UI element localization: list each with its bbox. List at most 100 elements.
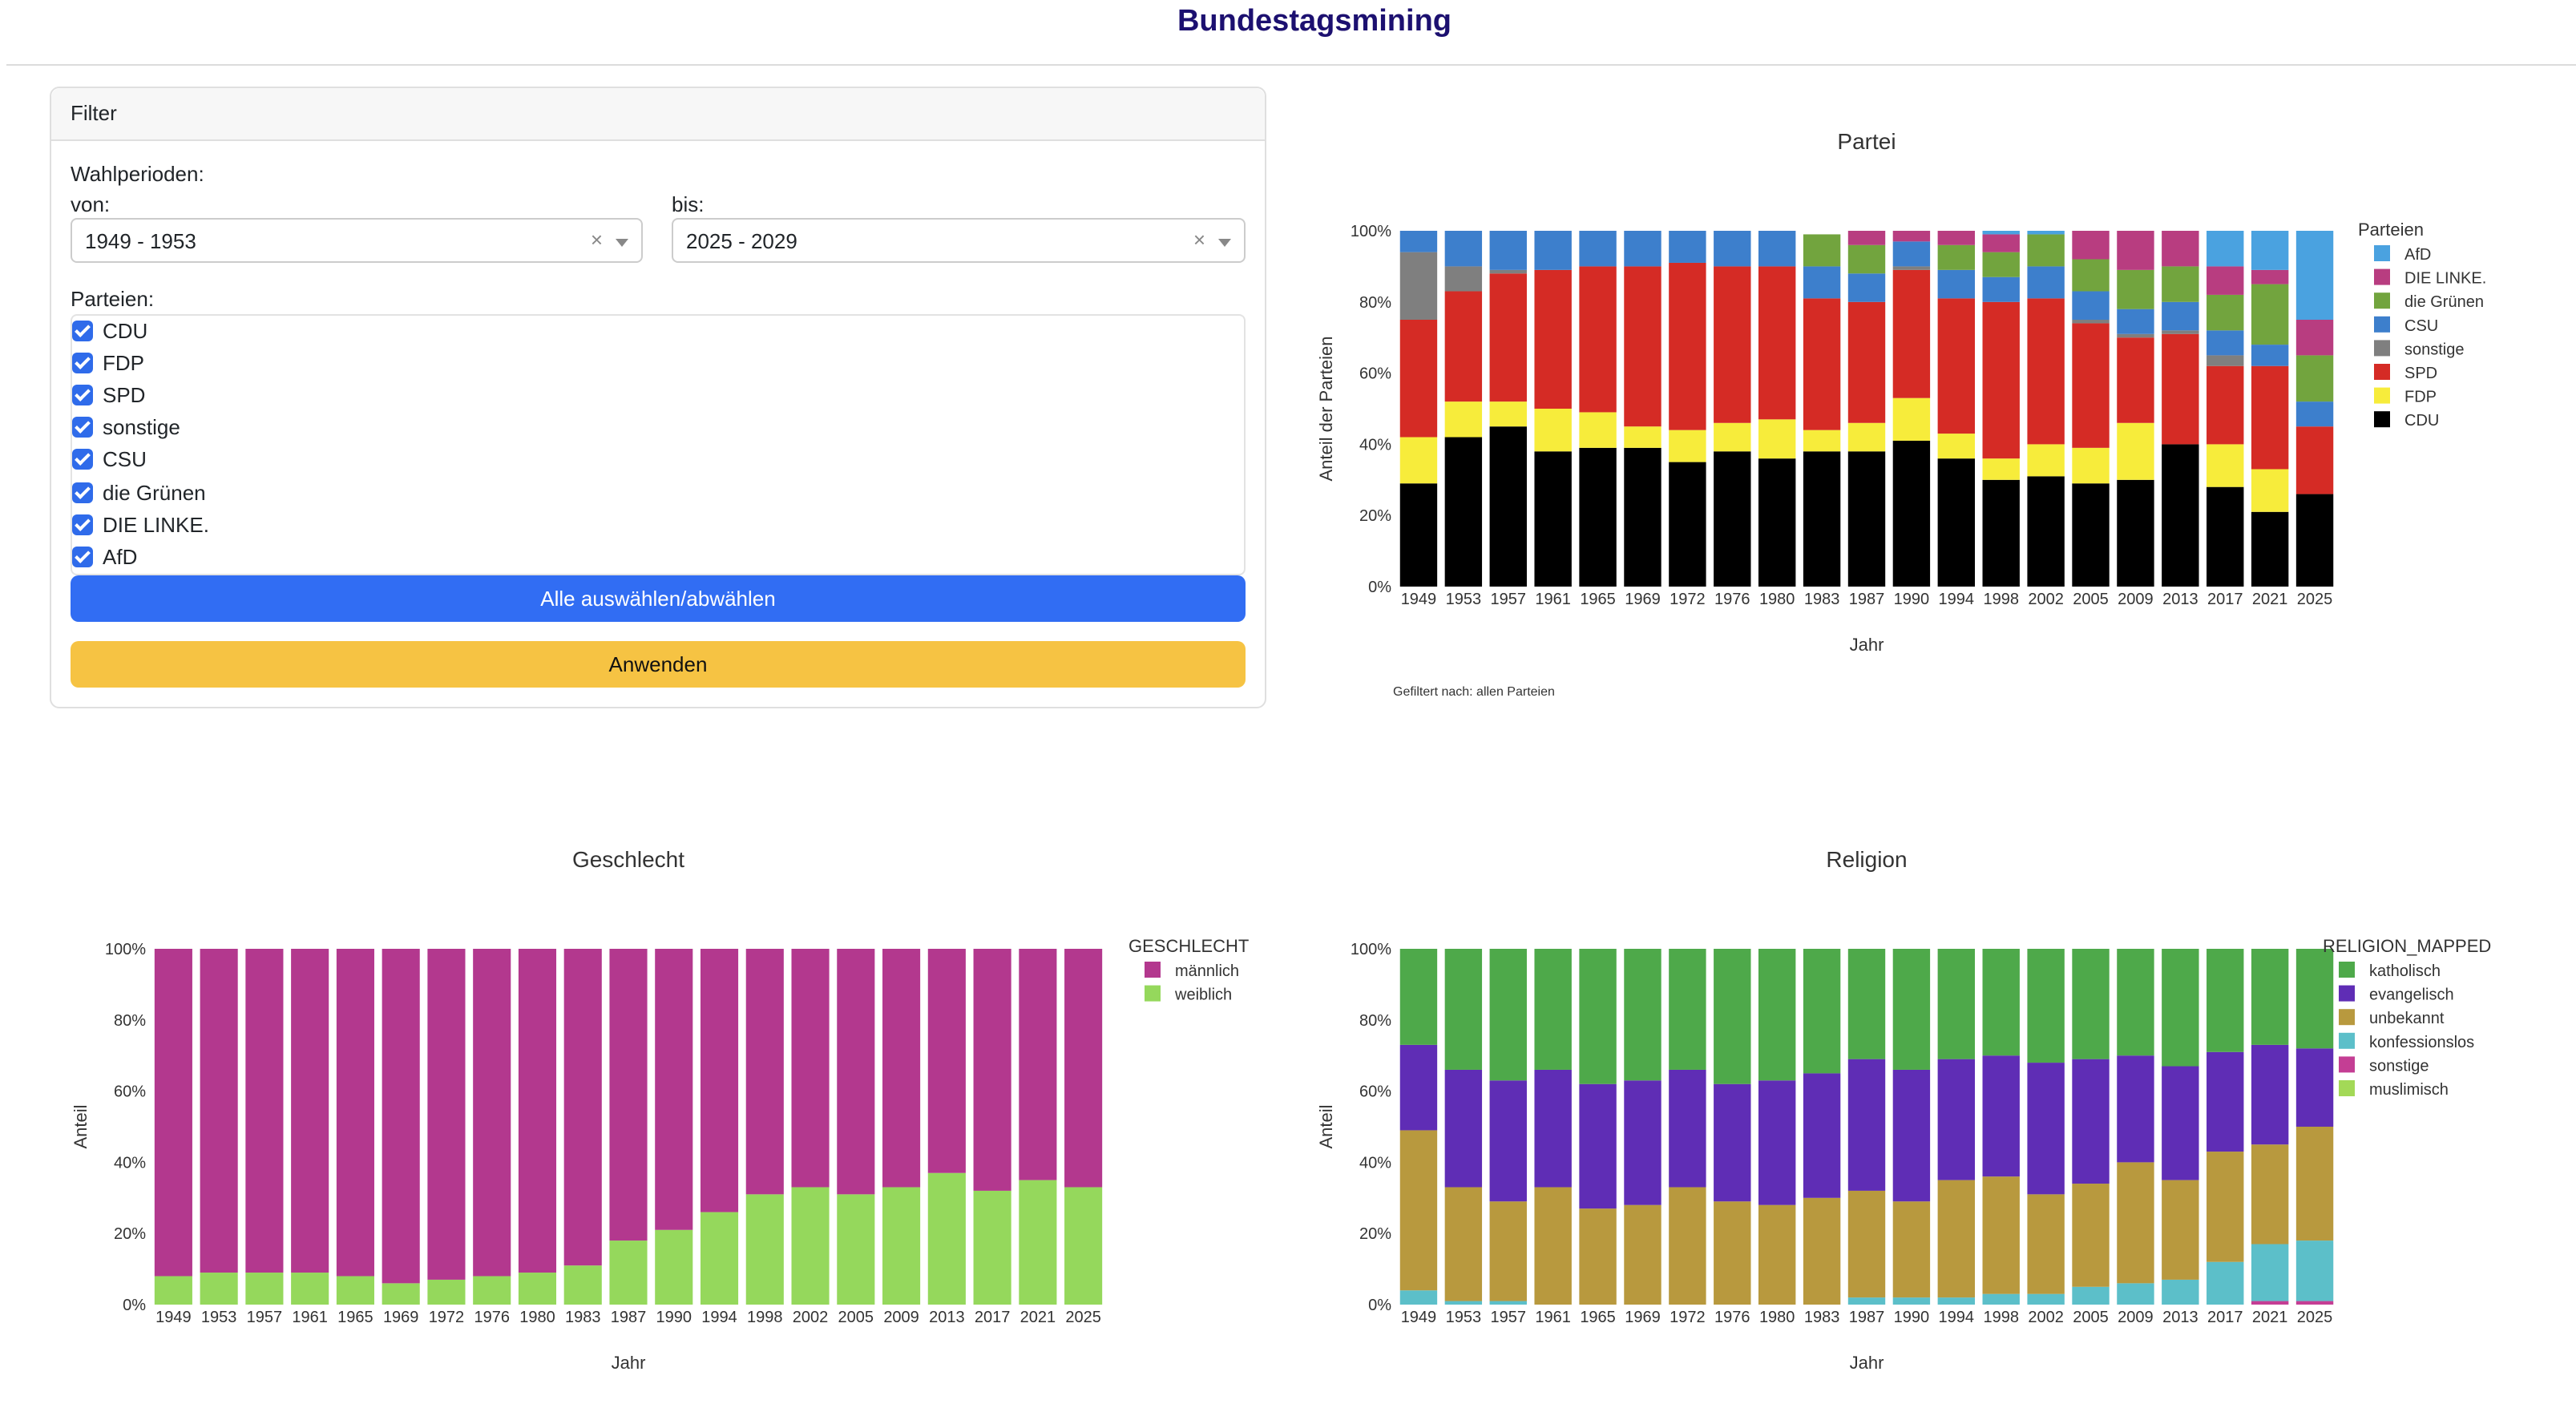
legend-swatch bbox=[2374, 268, 2390, 285]
bar-segment bbox=[1892, 266, 1931, 270]
x-tick-label: 1998 bbox=[1983, 1309, 2019, 1326]
bar-segment bbox=[1624, 266, 1661, 427]
checkbox-checked-icon[interactable] bbox=[72, 547, 93, 567]
bar-segment bbox=[1669, 1069, 1706, 1188]
select-all-button[interactable]: Alle auswählen/abwählen bbox=[71, 575, 1246, 622]
bar-segment bbox=[2162, 1066, 2199, 1180]
checkbox-checked-icon[interactable] bbox=[72, 321, 93, 341]
bar-segment bbox=[1444, 437, 1483, 587]
bar-segment bbox=[2117, 269, 2154, 309]
bar-segment bbox=[1624, 231, 1661, 267]
bar-segment bbox=[1399, 320, 1438, 438]
bar-segment bbox=[2117, 949, 2154, 1056]
parteien-label: Parteien: bbox=[71, 287, 155, 311]
partei-checkbox-label: DIE LINKE. bbox=[103, 513, 209, 537]
checkbox-checked-icon[interactable] bbox=[72, 449, 93, 470]
bar-segment bbox=[1758, 231, 1796, 267]
legend-item-label: sonstige bbox=[2369, 1057, 2429, 1075]
x-tick-label: 2025 bbox=[2297, 1309, 2333, 1326]
x-tick-label: 1953 bbox=[1446, 1309, 1482, 1326]
y-tick-label: 60% bbox=[114, 1083, 146, 1101]
bar-segment bbox=[2117, 333, 2154, 338]
x-tick-label: 1980 bbox=[1759, 591, 1795, 608]
bar-segment bbox=[2162, 231, 2199, 267]
bar-segment bbox=[2117, 309, 2154, 334]
apply-button[interactable]: Anwenden bbox=[71, 641, 1246, 688]
bar-segment bbox=[1399, 1290, 1438, 1305]
chart-title: Geschlecht bbox=[572, 847, 684, 872]
bar-segment bbox=[2251, 365, 2289, 470]
checkbox-checked-icon[interactable] bbox=[72, 385, 93, 405]
y-tick-label: 80% bbox=[1359, 294, 1391, 312]
bar-segment bbox=[2072, 949, 2110, 1059]
legend-item-label: SPD bbox=[2404, 365, 2437, 382]
bar-segment bbox=[2027, 476, 2065, 587]
bar-segment bbox=[1982, 301, 2020, 459]
legend-swatch bbox=[2374, 316, 2390, 333]
bar-segment bbox=[1399, 1044, 1438, 1131]
bar-segment bbox=[1803, 1197, 1841, 1305]
bar-segment bbox=[1892, 1201, 1931, 1298]
bar-segment bbox=[2295, 231, 2334, 320]
bar-segment bbox=[2251, 949, 2289, 1045]
x-tick-label: 1987 bbox=[1849, 591, 1885, 608]
bar-segment bbox=[1982, 479, 2020, 587]
x-tick-label: 1961 bbox=[1535, 591, 1571, 608]
bar-segment bbox=[745, 949, 784, 1195]
checkbox-checked-icon[interactable] bbox=[72, 353, 93, 373]
bis-chevron-down-icon[interactable] bbox=[1218, 239, 1231, 247]
x-tick-label: 1949 bbox=[1401, 591, 1437, 608]
bar-segment bbox=[2117, 1055, 2154, 1163]
bar-segment bbox=[1399, 949, 1438, 1045]
checkbox-checked-icon[interactable] bbox=[72, 482, 93, 503]
legend-title: Parteien bbox=[2358, 220, 2424, 240]
bar-segment bbox=[1669, 231, 1706, 263]
legend-swatch bbox=[2374, 340, 2390, 357]
bar-segment bbox=[2162, 949, 2199, 1067]
checkbox-checked-icon[interactable] bbox=[72, 514, 93, 535]
x-tick-label: 2005 bbox=[838, 1309, 874, 1326]
von-clear-icon[interactable]: × bbox=[590, 228, 603, 252]
bar-segment bbox=[291, 1273, 329, 1305]
bar-segment bbox=[427, 949, 466, 1280]
filter-annotation: Gefiltert nach: allen Parteien bbox=[1393, 685, 1555, 699]
x-tick-label: 1990 bbox=[1894, 591, 1930, 608]
bar-segment bbox=[2027, 1063, 2065, 1195]
bar-segment bbox=[1579, 447, 1617, 587]
bar-segment bbox=[1019, 949, 1057, 1180]
checkbox-checked-icon[interactable] bbox=[72, 417, 93, 438]
bar-segment bbox=[1937, 298, 1976, 434]
bis-clear-icon[interactable]: × bbox=[1193, 228, 1205, 252]
bar-segment bbox=[1847, 1297, 1886, 1305]
bar-segment bbox=[2207, 949, 2244, 1052]
bar-segment bbox=[154, 1276, 192, 1305]
x-tick-label: 1998 bbox=[1983, 591, 2019, 608]
x-axis-label: Jahr bbox=[1850, 1353, 1884, 1373]
von-chevron-down-icon[interactable] bbox=[616, 239, 628, 247]
parteien-checklist: CDU FDP SPD sonstige CSU die Grünen DIE … bbox=[71, 314, 1246, 575]
bar-segment bbox=[1937, 244, 1976, 270]
bar-segment bbox=[2117, 1162, 2154, 1284]
bar-segment bbox=[1803, 430, 1841, 452]
y-tick-label: 0% bbox=[1368, 579, 1391, 596]
bar-segment bbox=[2251, 231, 2289, 270]
bar-segment bbox=[1534, 231, 1572, 270]
von-select[interactable]: 1949 - 1953 × bbox=[71, 218, 643, 263]
legend-swatch bbox=[1145, 985, 1161, 1002]
bar-segment bbox=[2251, 469, 2289, 512]
legend-item-label: sonstige bbox=[2404, 341, 2465, 358]
x-tick-label: 1987 bbox=[611, 1309, 647, 1326]
bar-segment bbox=[1534, 451, 1572, 587]
bar-segment bbox=[2207, 266, 2244, 295]
x-tick-label: 1994 bbox=[1939, 1309, 1975, 1326]
x-tick-label: 2021 bbox=[2252, 1309, 2288, 1326]
bar-segment bbox=[1579, 231, 1617, 267]
bar-segment bbox=[700, 949, 739, 1212]
legend-swatch bbox=[2339, 1032, 2355, 1049]
bar-segment bbox=[2207, 365, 2244, 445]
bar-segment bbox=[2162, 333, 2199, 445]
x-tick-label: 1976 bbox=[474, 1309, 510, 1326]
bar-segment bbox=[1579, 949, 1617, 1084]
bis-select[interactable]: 2025 - 2029 × bbox=[672, 218, 1246, 263]
partei-checkbox-label: sonstige bbox=[103, 415, 180, 439]
